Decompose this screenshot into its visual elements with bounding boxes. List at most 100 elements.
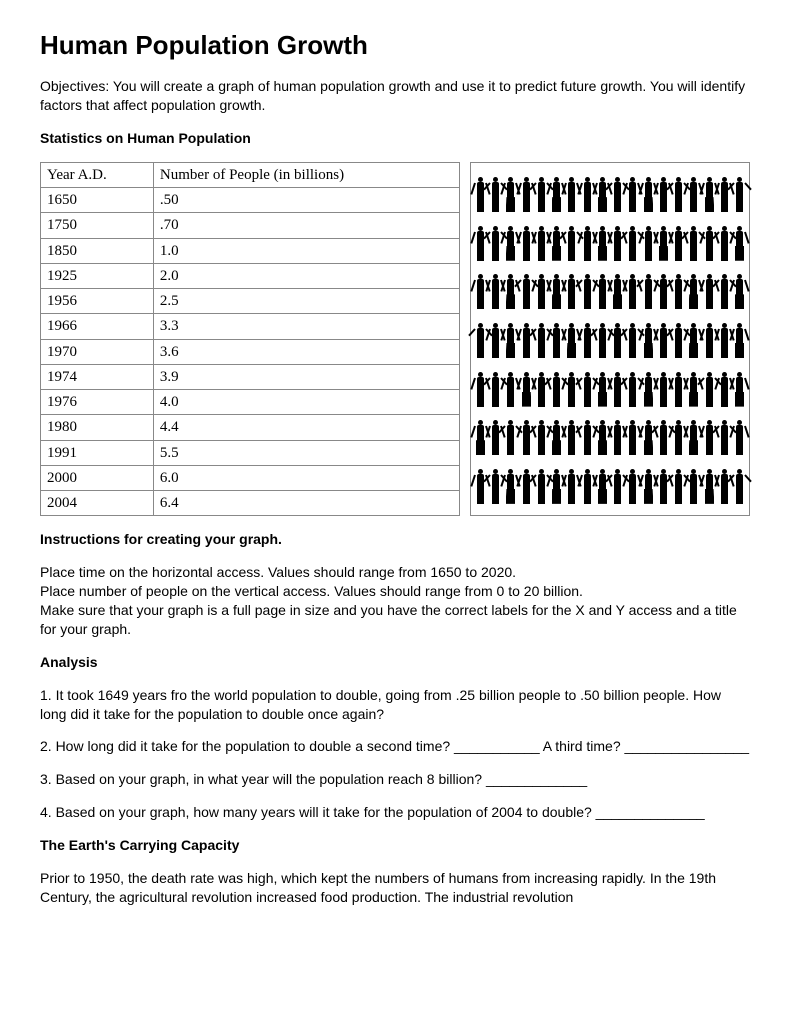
person-icon [551, 372, 562, 408]
person-icon [688, 177, 699, 213]
person-icon [566, 226, 577, 262]
table-cell: 2004 [41, 491, 154, 516]
table-row: 19804.4 [41, 415, 460, 440]
person-icon [643, 226, 654, 262]
person-icon [582, 469, 593, 505]
person-icon [719, 469, 730, 505]
person-icon [597, 372, 608, 408]
table-cell: .50 [153, 188, 459, 213]
person-icon [582, 372, 593, 408]
question-1: 1. It took 1649 years fro the world popu… [40, 686, 751, 724]
person-icon [658, 323, 669, 359]
person-icon [612, 469, 623, 505]
person-icon [643, 177, 654, 213]
person-icon [475, 226, 486, 262]
person-icon [643, 323, 654, 359]
person-icon [505, 177, 516, 213]
person-icon [627, 177, 638, 213]
silhouette-image [470, 162, 750, 517]
person-icon [475, 323, 486, 359]
person-icon [719, 274, 730, 310]
person-icon [551, 323, 562, 359]
person-icon [734, 274, 745, 310]
silhouette-row [475, 173, 745, 213]
person-icon [566, 274, 577, 310]
person-icon [612, 420, 623, 456]
page-title: Human Population Growth [40, 28, 751, 63]
person-icon [475, 469, 486, 505]
person-icon [688, 226, 699, 262]
person-icon [704, 420, 715, 456]
person-icon [566, 469, 577, 505]
person-icon [521, 323, 532, 359]
person-icon [643, 420, 654, 456]
person-icon [704, 372, 715, 408]
table-row: 19915.5 [41, 440, 460, 465]
analysis-heading: Analysis [40, 653, 751, 672]
table-cell: 1750 [41, 213, 154, 238]
table-cell: 2000 [41, 465, 154, 490]
person-icon [673, 177, 684, 213]
person-icon [734, 323, 745, 359]
person-icon [658, 226, 669, 262]
person-icon [551, 226, 562, 262]
person-icon [505, 372, 516, 408]
person-icon [551, 420, 562, 456]
table-row: 18501.0 [41, 238, 460, 263]
person-icon [475, 420, 486, 456]
person-icon [551, 177, 562, 213]
table-row: 19663.3 [41, 314, 460, 339]
person-icon [551, 469, 562, 505]
person-icon [475, 274, 486, 310]
table-cell: 1976 [41, 390, 154, 415]
person-icon [521, 177, 532, 213]
person-icon [597, 420, 608, 456]
table-cell: .70 [153, 213, 459, 238]
person-icon [673, 469, 684, 505]
table-cell: 1974 [41, 364, 154, 389]
col-header-year: Year A.D. [41, 162, 154, 187]
person-icon [612, 177, 623, 213]
table-cell: 5.5 [153, 440, 459, 465]
person-icon [719, 226, 730, 262]
person-icon [704, 177, 715, 213]
silhouette-row [475, 222, 745, 262]
person-icon [643, 372, 654, 408]
person-icon [536, 469, 547, 505]
table-cell: 2.5 [153, 289, 459, 314]
person-icon [521, 469, 532, 505]
person-icon [734, 177, 745, 213]
person-icon [658, 177, 669, 213]
table-row: 19743.9 [41, 364, 460, 389]
col-header-people: Number of People (in billions) [153, 162, 459, 187]
person-icon [597, 226, 608, 262]
instructions-heading: Instructions for creating your graph. [40, 530, 751, 549]
objectives-text: Objectives: You will create a graph of h… [40, 77, 751, 115]
person-icon [490, 226, 501, 262]
person-icon [673, 274, 684, 310]
question-2: 2. How long did it take for the populati… [40, 737, 751, 756]
person-icon [536, 323, 547, 359]
person-icon [505, 420, 516, 456]
person-icon [505, 274, 516, 310]
person-icon [582, 177, 593, 213]
person-icon [627, 226, 638, 262]
person-icon [505, 469, 516, 505]
person-icon [734, 226, 745, 262]
silhouette-row [475, 368, 745, 408]
person-icon [688, 274, 699, 310]
person-icon [612, 274, 623, 310]
person-icon [704, 323, 715, 359]
table-cell: 3.9 [153, 364, 459, 389]
table-cell: 1980 [41, 415, 154, 440]
person-icon [688, 372, 699, 408]
person-icon [536, 420, 547, 456]
table-cell: 2.0 [153, 263, 459, 288]
person-icon [688, 469, 699, 505]
table-cell: 4.0 [153, 390, 459, 415]
person-icon [658, 469, 669, 505]
table-cell: 1.0 [153, 238, 459, 263]
person-icon [566, 372, 577, 408]
person-icon [612, 323, 623, 359]
carrying-text: Prior to 1950, the death rate was high, … [40, 869, 751, 907]
